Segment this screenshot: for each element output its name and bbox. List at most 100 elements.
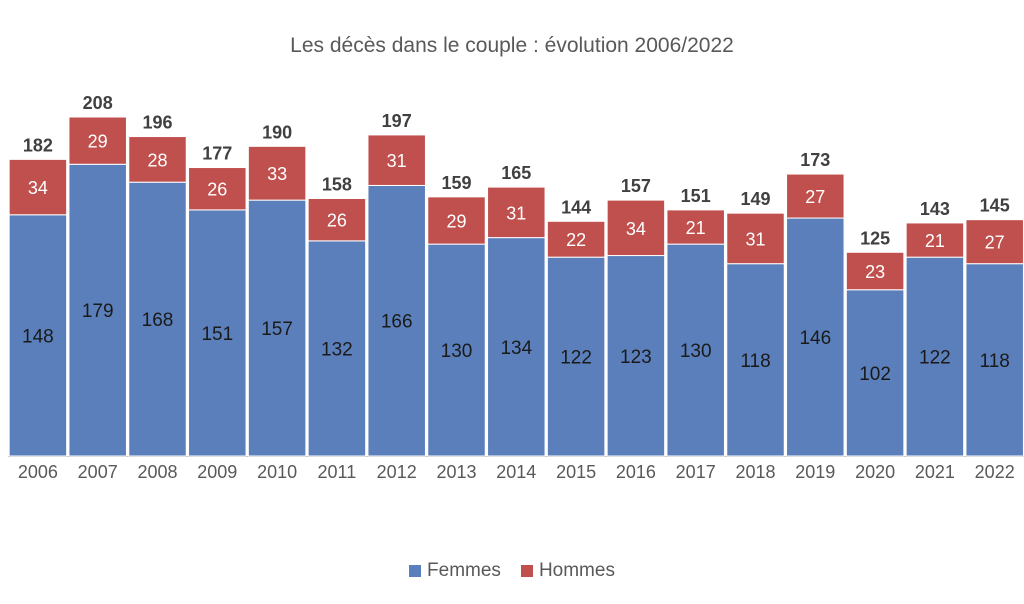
data-label-total: 165 <box>501 163 531 183</box>
x-tick-label: 2012 <box>377 462 417 482</box>
bar-hommes <box>427 196 486 245</box>
data-label-total: 143 <box>920 199 950 219</box>
data-label-total: 151 <box>681 186 711 206</box>
x-tick-label: 2018 <box>735 462 775 482</box>
data-label-total: 182 <box>23 135 53 155</box>
x-tick-label: 2022 <box>975 462 1015 482</box>
data-label-hommes: 21 <box>925 231 945 251</box>
data-label-femmes: 168 <box>142 310 174 331</box>
data-label-total: 125 <box>860 228 890 248</box>
data-label-total: 177 <box>202 144 232 164</box>
bar-femmes <box>487 237 546 457</box>
data-label-total: 144 <box>561 197 591 217</box>
x-tick-label: 2013 <box>436 462 476 482</box>
data-label-total: 190 <box>262 122 292 142</box>
bar-hommes <box>606 199 666 257</box>
bar-hommes <box>965 219 1024 265</box>
x-tick-label: 2011 <box>318 462 357 482</box>
data-label-total: 173 <box>800 150 830 170</box>
data-label-femmes: 179 <box>82 301 114 322</box>
data-label-femmes: 122 <box>560 348 592 369</box>
bar-femmes <box>666 243 725 457</box>
bar-hommes <box>367 134 426 186</box>
bar-femmes <box>845 289 905 457</box>
bar-femmes <box>546 256 606 457</box>
data-label-hommes: 34 <box>28 178 48 198</box>
data-label-femmes: 146 <box>799 328 831 349</box>
data-label-hommes: 29 <box>88 132 108 152</box>
x-tick-label: 2006 <box>18 462 58 482</box>
data-label-femmes: 118 <box>740 351 770 372</box>
x-tick-label: 2009 <box>197 462 237 482</box>
bar-femmes <box>8 214 68 457</box>
bar-hommes <box>128 136 187 183</box>
bar-femmes <box>965 263 1024 457</box>
data-label-hommes: 26 <box>327 211 347 231</box>
x-tick-label: 2021 <box>915 462 955 482</box>
bar-femmes <box>247 199 307 457</box>
bar-hommes <box>905 222 965 258</box>
chart-title: Les décès dans le couple : évolution 200… <box>290 34 734 57</box>
x-tick-label: 2019 <box>795 462 835 482</box>
data-label-hommes: 21 <box>686 218 706 238</box>
data-label-femmes: 130 <box>680 341 712 362</box>
legend-label-femmes: Femmes <box>427 560 501 581</box>
x-tick-label: 2008 <box>137 462 177 482</box>
data-label-femmes: 134 <box>500 338 532 359</box>
data-label-total: 145 <box>980 196 1010 216</box>
legend-label-hommes: Hommes <box>538 560 615 581</box>
data-label-femmes: 123 <box>620 347 652 368</box>
data-label-femmes: 166 <box>381 312 413 333</box>
data-label-hommes: 27 <box>985 233 1005 253</box>
bar-hommes <box>487 186 546 239</box>
data-label-femmes: 122 <box>919 348 951 369</box>
bar-femmes <box>726 263 785 457</box>
x-tick-label: 2015 <box>556 462 596 482</box>
bar-femmes <box>307 240 367 457</box>
data-label-total: 159 <box>441 173 471 193</box>
data-label-hommes: 31 <box>745 229 765 249</box>
bar-femmes <box>905 256 965 457</box>
data-label-hommes: 27 <box>805 187 825 207</box>
x-tick-label: 2007 <box>78 462 118 482</box>
data-label-total: 196 <box>142 113 172 133</box>
bar-hommes <box>8 158 68 216</box>
data-label-femmes: 148 <box>22 326 54 347</box>
x-tick-label: 2010 <box>257 462 297 482</box>
data-label-hommes: 28 <box>147 150 167 170</box>
data-label-total: 158 <box>322 174 352 194</box>
legend-swatch-hommes <box>520 565 533 577</box>
data-label-hommes: 31 <box>506 203 526 223</box>
bar-hommes <box>786 173 845 219</box>
data-label-hommes: 23 <box>865 262 885 282</box>
bar-femmes <box>606 255 666 457</box>
bar-hommes <box>307 197 367 242</box>
bar-hommes <box>726 212 785 265</box>
x-tick-label: 2014 <box>496 462 536 482</box>
data-label-total: 149 <box>740 189 770 209</box>
bar-hommes <box>188 167 247 211</box>
data-label-femmes: 157 <box>261 319 293 340</box>
data-label-hommes: 31 <box>387 151 407 171</box>
bar-hommes <box>247 145 307 201</box>
bar-hommes <box>546 220 606 258</box>
data-label-total: 197 <box>382 111 412 131</box>
data-label-femmes: 132 <box>321 339 353 360</box>
data-label-total: 208 <box>83 93 113 113</box>
data-label-femmes: 118 <box>980 351 1010 372</box>
x-tick-label: 2020 <box>855 462 895 482</box>
data-label-hommes: 29 <box>446 211 466 231</box>
data-label-femmes: 102 <box>859 364 891 385</box>
bar-femmes <box>427 243 486 457</box>
data-label-hommes: 34 <box>626 219 646 239</box>
data-label-hommes: 22 <box>566 230 586 250</box>
legend-item-femmes: Femmes <box>409 560 501 582</box>
bar-hommes <box>845 251 905 291</box>
legend-item-hommes: Hommes <box>520 560 615 582</box>
data-label-total: 157 <box>621 176 651 196</box>
bar-hommes <box>68 116 127 165</box>
bar-hommes <box>666 209 725 245</box>
data-label-hommes: 26 <box>207 180 227 200</box>
